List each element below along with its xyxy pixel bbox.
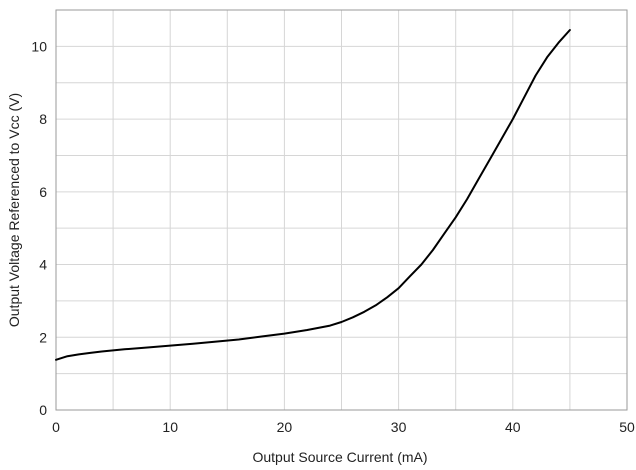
x-tick-label: 40 <box>505 419 521 435</box>
y-tick-label: 2 <box>39 329 47 345</box>
x-tick-label: 0 <box>52 419 60 435</box>
grid-lines <box>56 9 627 410</box>
plot-frame <box>55 9 628 411</box>
series-line-1 <box>55 29 571 361</box>
x-axis-title: Output Source Current (mA) <box>252 449 427 465</box>
y-axis-tick-labels: 0 2 4 6 8 10 <box>31 38 47 418</box>
plot-axes <box>55 9 628 411</box>
y-tick-label: 10 <box>31 38 47 54</box>
plot-area <box>55 29 571 361</box>
y-axis-title: Output Voltage Referenced to Vcc (V) <box>6 93 22 327</box>
y-tick-label: 6 <box>39 184 47 200</box>
y-tick-label: 0 <box>39 402 47 418</box>
x-axis-tick-labels: 0 10 20 30 40 50 <box>52 419 635 435</box>
x-tick-label: 50 <box>619 419 635 435</box>
y-tick-label: 4 <box>39 257 47 273</box>
x-tick-label: 10 <box>162 419 178 435</box>
y-tick-label: 8 <box>39 111 47 127</box>
x-tick-label: 20 <box>277 419 293 435</box>
x-tick-label: 30 <box>391 419 407 435</box>
